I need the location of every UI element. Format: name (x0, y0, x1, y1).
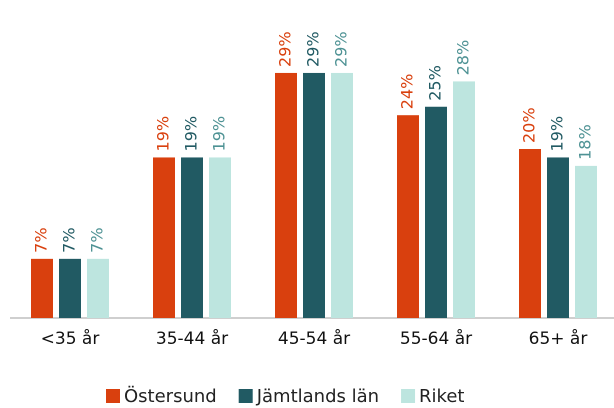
value-label: 29% (276, 31, 295, 67)
x-tick-label: 55-64 år (400, 328, 472, 349)
legend-label: Riket (419, 386, 464, 407)
value-label: 29% (304, 31, 323, 67)
value-label: 24% (398, 74, 417, 110)
value-label: 25% (426, 65, 445, 101)
value-label: 7% (88, 227, 107, 252)
bar (519, 149, 541, 318)
legend-label: Östersund (124, 385, 217, 407)
bar (153, 157, 175, 318)
bar (209, 157, 231, 318)
value-label: 19% (210, 116, 229, 152)
bar (425, 106, 447, 318)
legend-swatch (401, 389, 416, 403)
value-label: 20% (520, 107, 539, 143)
value-label: 28% (454, 40, 473, 76)
bar (303, 72, 325, 318)
value-label: 7% (32, 227, 51, 252)
value-label: 19% (182, 116, 201, 152)
value-label: 19% (548, 116, 567, 152)
bar (547, 157, 569, 318)
bar (331, 72, 353, 318)
bar (453, 81, 475, 319)
legend-swatch (106, 389, 120, 403)
bar (397, 115, 419, 318)
value-label: 7% (60, 227, 79, 252)
bar (181, 157, 203, 318)
x-tick-label: 35-44 år (156, 328, 228, 349)
bar (31, 258, 53, 318)
x-tick-label: 65+ år (529, 328, 588, 349)
value-label: 19% (154, 116, 173, 152)
x-tick-label: 45-54 år (278, 328, 350, 349)
value-label: 29% (332, 31, 351, 67)
bar (575, 165, 597, 318)
bar (87, 258, 109, 318)
bar (59, 258, 81, 318)
bar (275, 72, 297, 318)
legend-swatch (238, 389, 253, 403)
x-tick-label: <35 år (41, 328, 100, 349)
legend-label: Jämtlands län (256, 386, 379, 407)
value-label: 18% (576, 124, 595, 160)
